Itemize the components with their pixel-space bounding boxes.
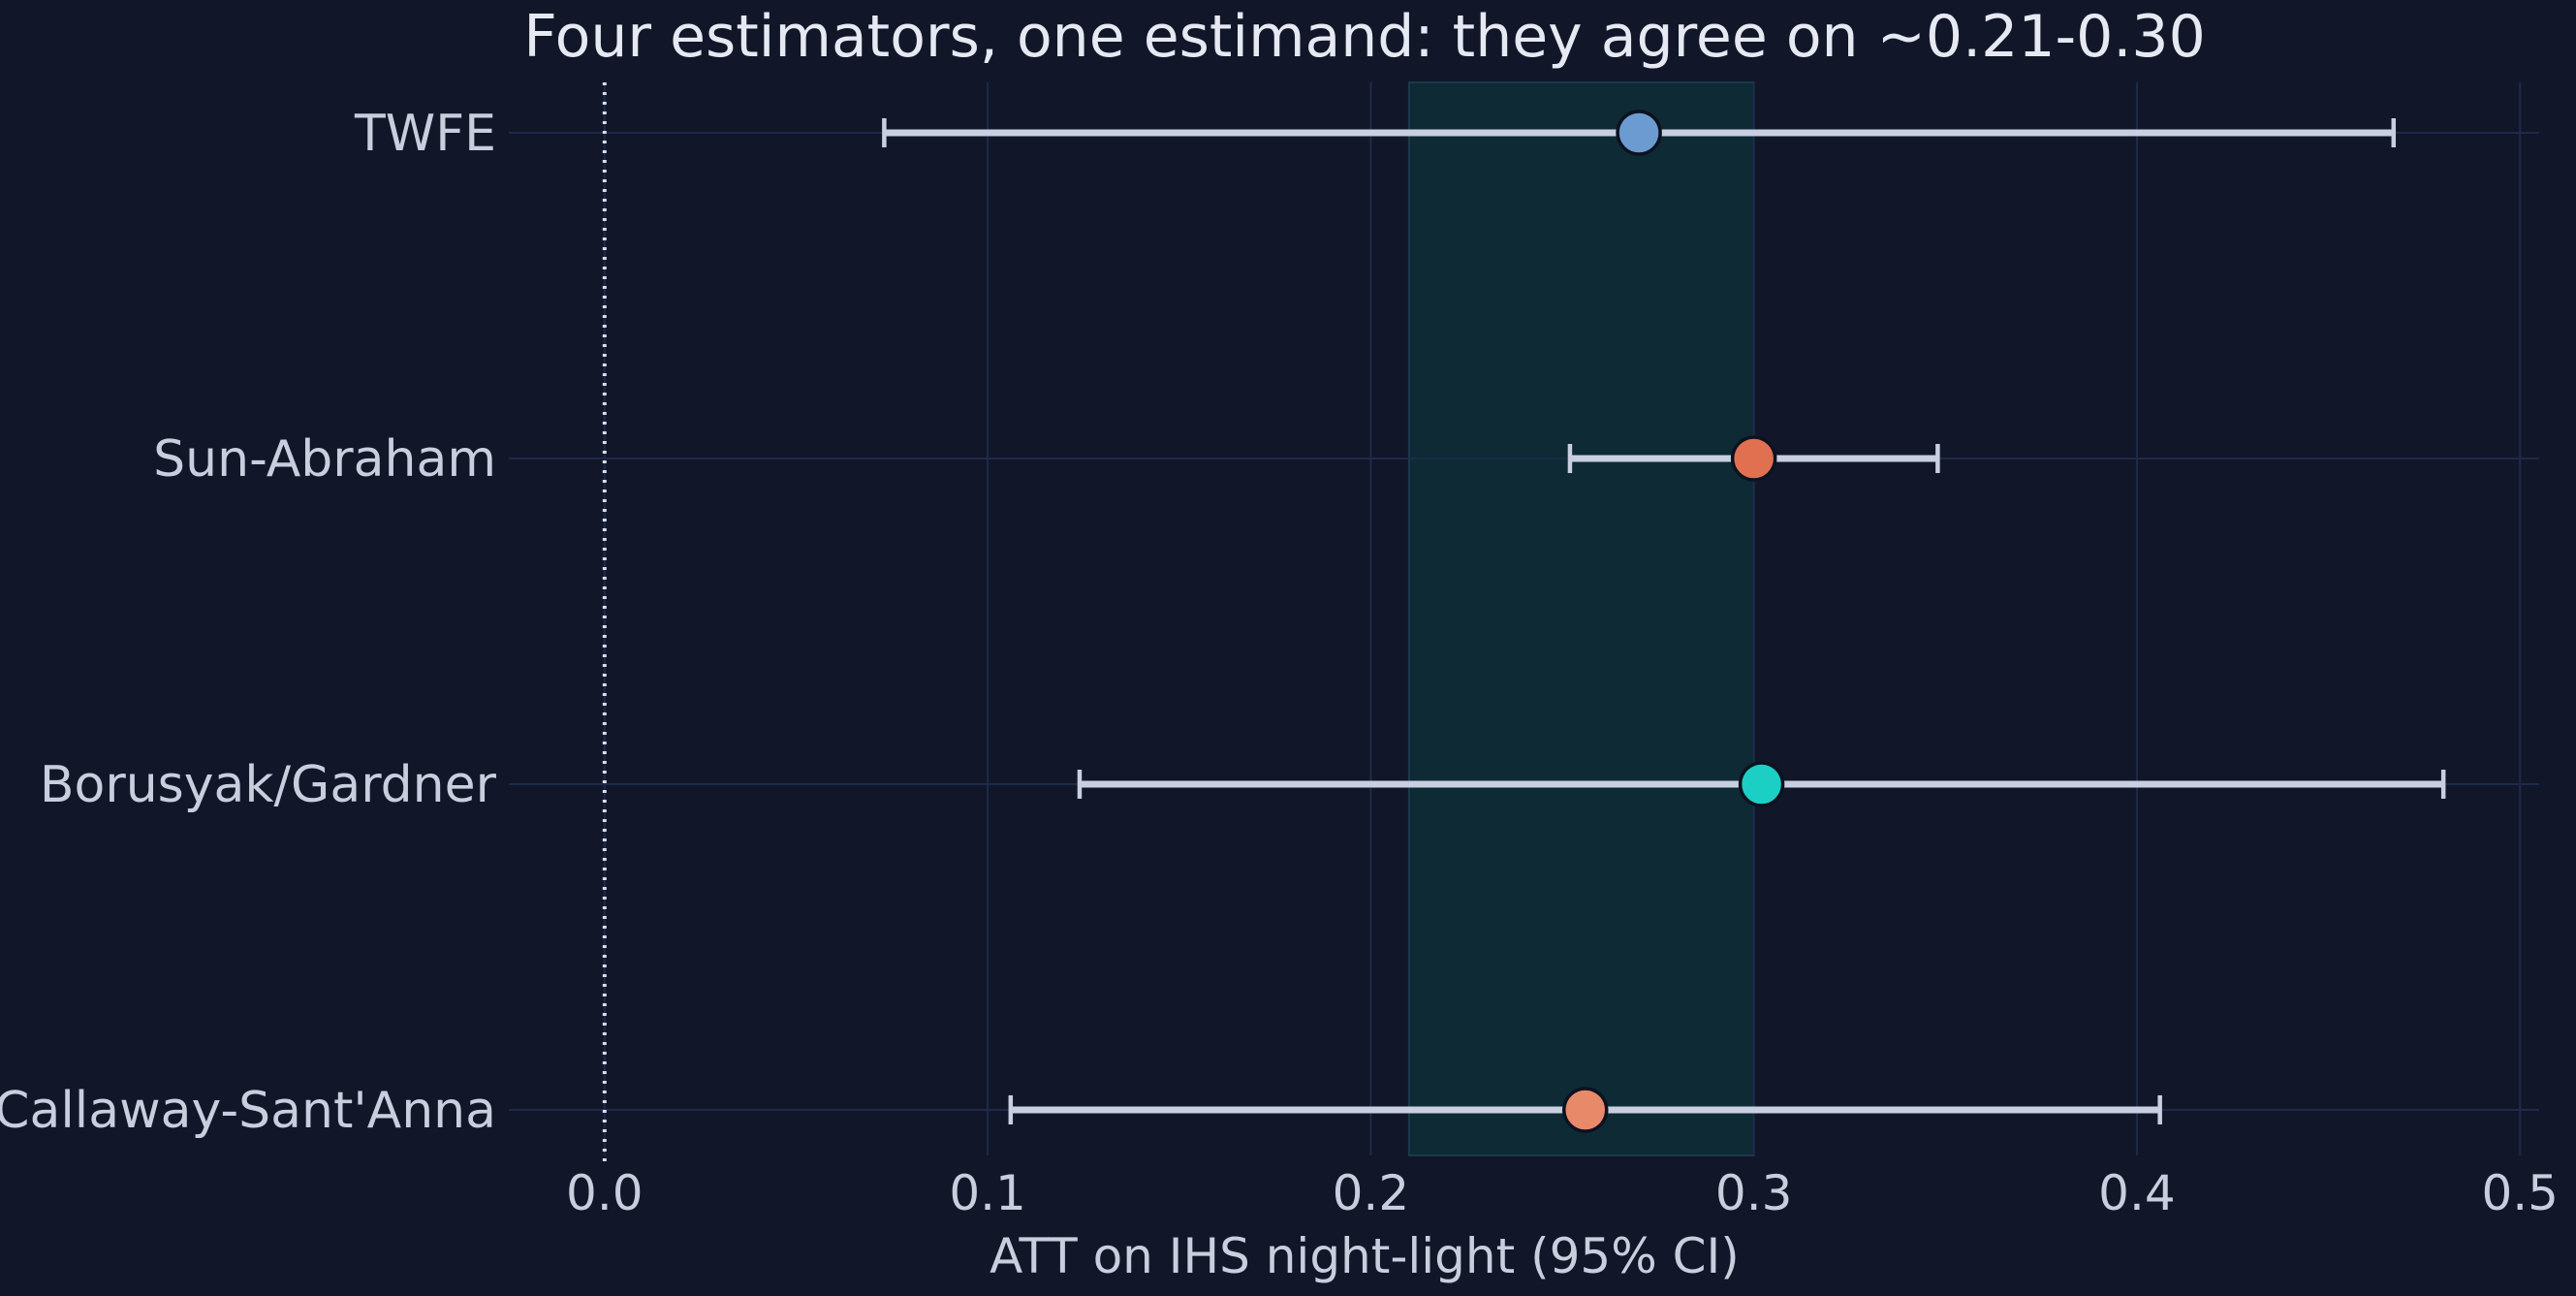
- agreement-band-layer: [1407, 81, 1755, 1156]
- category-label-3: Callaway-Sant'Anna: [0, 1082, 496, 1140]
- x-tick-labels: 0.0 0.1 0.2 0.3 0.4 0.5: [566, 1165, 2559, 1221]
- x-tick-label-0: 0.0: [566, 1165, 644, 1221]
- x-tick-label-4: 0.4: [2098, 1165, 2176, 1221]
- x-tick-label-5: 0.5: [2481, 1165, 2559, 1221]
- estimate-point-1: [1730, 435, 1777, 482]
- estimate-point-3: [1561, 1087, 1609, 1133]
- category-label-2: Borusyak/Gardner: [40, 756, 497, 814]
- y-category-labels: TWFE Sun-Abraham Borusyak/Gardner Callaway-…: [0, 105, 497, 1140]
- chart-title: Four estimators, one estimand: they agre…: [523, 3, 2206, 71]
- x-tick-label-2: 0.2: [1333, 1165, 1410, 1221]
- estimate-point-2: [1738, 761, 1785, 807]
- x-tick-label-3: 0.3: [1715, 1165, 1793, 1221]
- agreement-band: [1407, 81, 1755, 1156]
- point-layer: [1561, 110, 1785, 1133]
- estimate-point-0: [1616, 110, 1662, 156]
- x-tick-label-1: 0.1: [949, 1165, 1026, 1221]
- category-label-0: TWFE: [354, 105, 496, 163]
- category-label-1: Sun-Abraham: [153, 430, 496, 489]
- x-axis-label: ATT on IHS night-light (95% CI): [990, 1228, 1740, 1284]
